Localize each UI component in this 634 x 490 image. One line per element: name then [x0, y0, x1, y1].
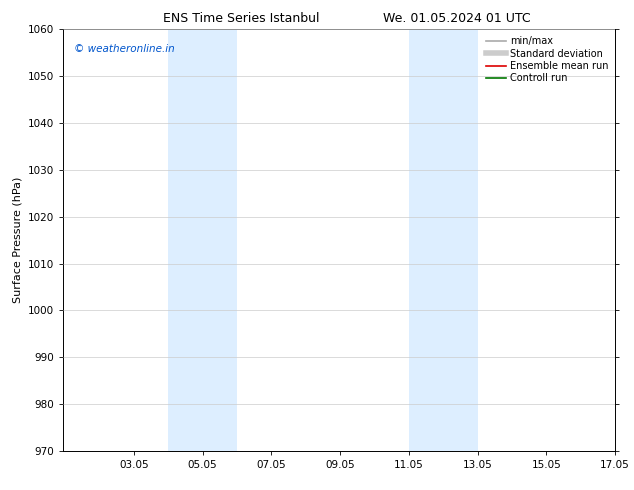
Bar	[168, 29, 237, 451]
Bar	[409, 29, 477, 451]
Text: We. 01.05.2024 01 UTC: We. 01.05.2024 01 UTC	[383, 12, 530, 25]
Legend: min/max, Standard deviation, Ensemble mean run, Controll run: min/max, Standard deviation, Ensemble me…	[484, 34, 610, 85]
Text: ENS Time Series Istanbul: ENS Time Series Istanbul	[163, 12, 319, 25]
Y-axis label: Surface Pressure (hPa): Surface Pressure (hPa)	[13, 177, 23, 303]
Text: © weatheronline.in: © weatheronline.in	[74, 44, 175, 54]
